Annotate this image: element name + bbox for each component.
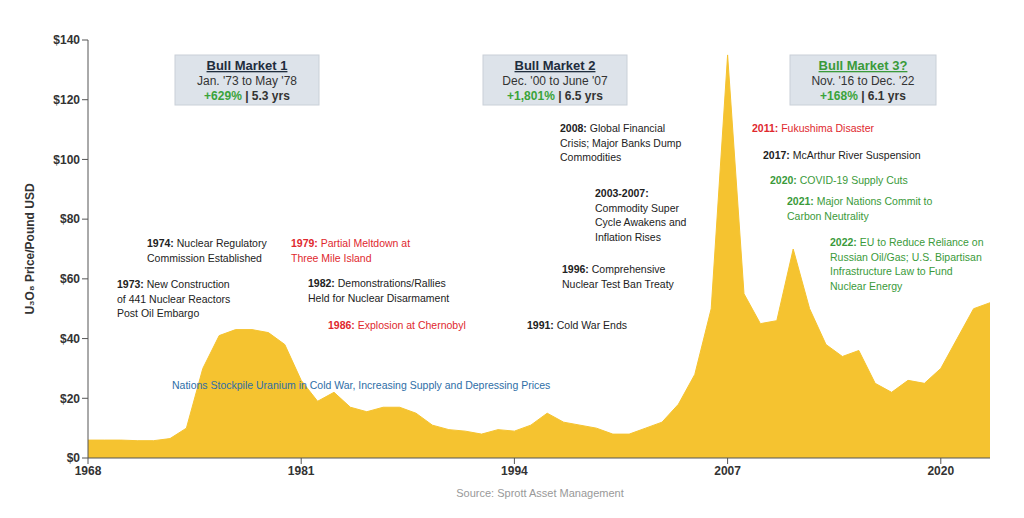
svg-text:1968: 1968 <box>75 464 102 478</box>
svg-text:1979: Partial Meltdown atThree: 1979: Partial Meltdown atThree Mile Isla… <box>291 237 410 264</box>
svg-text:2020: 2020 <box>927 464 954 478</box>
svg-text:1994: 1994 <box>501 464 528 478</box>
svg-text:U₃O₈ Price/Pound USD: U₃O₈ Price/Pound USD <box>23 183 37 315</box>
svg-text:1981: 1981 <box>288 464 315 478</box>
svg-text:1986: Explosion at Chernobyl: 1986: Explosion at Chernobyl <box>328 319 466 331</box>
svg-text:+168% | 6.1 yrs: +168% | 6.1 yrs <box>820 89 906 103</box>
svg-text:2003-2007:Commodity SuperCycle: 2003-2007:Commodity SuperCycle Awakens a… <box>595 187 687 243</box>
svg-text:+629% | 5.3 yrs: +629% | 5.3 yrs <box>204 89 290 103</box>
svg-text:$80: $80 <box>60 212 80 226</box>
svg-text:1973: New Constructionof 441 N: 1973: New Constructionof 441 Nuclear Rea… <box>117 278 230 319</box>
svg-text:Bull Market 2: Bull Market 2 <box>515 58 596 73</box>
svg-text:$0: $0 <box>67 451 81 465</box>
svg-text:$140: $140 <box>53 33 80 47</box>
svg-text:$120: $120 <box>53 93 80 107</box>
svg-text:$60: $60 <box>60 272 80 286</box>
svg-text:Jan. '73 to May '78: Jan. '73 to May '78 <box>197 74 297 88</box>
svg-text:Bull Market 3?: Bull Market 3? <box>819 58 908 73</box>
svg-text:$40: $40 <box>60 332 80 346</box>
svg-text:2008: Global FinancialCrisis;: 2008: Global FinancialCrisis; Major Bank… <box>560 122 682 163</box>
svg-text:Source: Sprott Asset Managemen: Source: Sprott Asset Management <box>456 487 624 499</box>
svg-text:2021: Major Nations Commit toC: 2021: Major Nations Commit toCarbon Neut… <box>787 195 932 222</box>
svg-text:2011: Fukushima Disaster: 2011: Fukushima Disaster <box>752 122 874 134</box>
svg-text:2017: McArthur River Suspensio: 2017: McArthur River Suspension <box>763 149 921 161</box>
svg-text:2007: 2007 <box>714 464 741 478</box>
svg-text:Nations Stockpile Uranium in C: Nations Stockpile Uranium in Cold War, I… <box>172 379 550 391</box>
svg-text:1982: Demonstrations/RalliesHe: 1982: Demonstrations/RalliesHeld for Nuc… <box>308 277 449 304</box>
svg-text:2022: EU to Reduce Reliance on: 2022: EU to Reduce Reliance onRussian Oi… <box>830 236 984 292</box>
svg-text:1991: Cold War Ends: 1991: Cold War Ends <box>527 319 627 331</box>
svg-text:1974: Nuclear RegulatoryCommis: 1974: Nuclear RegulatoryCommission Estab… <box>147 237 267 264</box>
svg-text:1996: ComprehensiveNuclear Tes: 1996: ComprehensiveNuclear Test Ban Trea… <box>562 263 675 290</box>
svg-text:Bull Market 1: Bull Market 1 <box>207 58 288 73</box>
svg-text:$100: $100 <box>53 153 80 167</box>
svg-text:2020: COVID-19 Supply Cuts: 2020: COVID-19 Supply Cuts <box>770 174 908 186</box>
svg-text:Nov. '16 to Dec. '22: Nov. '16 to Dec. '22 <box>811 74 914 88</box>
svg-text:Dec. '00 to June '07: Dec. '00 to June '07 <box>502 74 608 88</box>
svg-text:$20: $20 <box>60 392 80 406</box>
svg-text:+1,801% | 6.5 yrs: +1,801% | 6.5 yrs <box>507 89 603 103</box>
